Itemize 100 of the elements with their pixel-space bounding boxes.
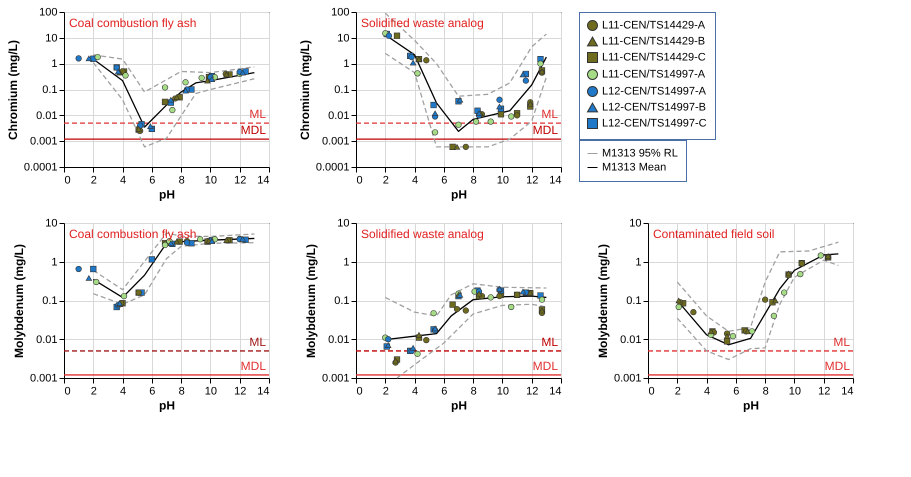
x-tick-label: 6: [733, 386, 740, 398]
legend-label: M1313 95% RL: [602, 148, 678, 160]
legend-label: L12-CEN/TS14997-B: [602, 102, 706, 114]
x-tick-label: 10: [788, 386, 802, 398]
x-tick-label: 4: [412, 386, 418, 398]
y-axis-title: Chromium (mg/L): [6, 40, 20, 140]
y-tick-label: 1: [635, 256, 642, 268]
legend-label: L11-CEN/TS14997-A: [602, 68, 706, 80]
x-tick-label: 10: [496, 386, 510, 398]
x-tick-label: 0: [648, 386, 655, 398]
x-tick-label: 14: [549, 174, 562, 186]
annotation: Solidified waste analog: [361, 227, 484, 241]
x-axis-title: pH: [451, 398, 467, 412]
x-tick-label: 0: [64, 386, 71, 398]
x-tick-label: 4: [120, 386, 126, 398]
x-tick-label: 6: [149, 174, 156, 186]
legend-label: L12-CEN/TS14997-C: [602, 118, 707, 130]
y-tick-label: 1: [343, 58, 350, 70]
y-axis-title: Molybdenum (mg/L): [12, 244, 26, 358]
x-axis-title: pH: [159, 398, 175, 412]
ref-line-label: ML: [249, 107, 266, 122]
x-tick-label: 2: [90, 174, 97, 186]
y-tick-label: 100: [331, 6, 350, 18]
x-tick-label: 12: [526, 386, 538, 398]
x-tick-label: 12: [526, 174, 538, 186]
y-tick-label: 0.1: [334, 295, 350, 307]
y-tick-label: 0.01: [620, 334, 642, 346]
x-tick-label: 8: [470, 174, 477, 186]
y-tick-label: 0.001: [322, 136, 350, 148]
x-tick-label: 8: [470, 386, 477, 398]
x-tick-label: 6: [149, 386, 156, 398]
x-tick-label: 12: [234, 174, 246, 186]
ref-line-label: MDL: [240, 358, 266, 373]
annotation: Solidified waste analog: [361, 16, 484, 30]
y-axis-title: Chromium (mg/L): [298, 40, 312, 140]
y-tick-label: 1: [51, 256, 58, 268]
x-tick-label: 12: [234, 386, 246, 398]
x-tick-label: 4: [412, 174, 418, 186]
legend-label: L11-CEN/TS14429-B: [602, 36, 706, 48]
ref-line-label: ML: [833, 334, 850, 349]
x-tick-label: 8: [762, 386, 769, 398]
y-tick-label: 0.01: [36, 110, 58, 122]
x-tick-label: 10: [496, 174, 510, 186]
y-tick-label: 0.1: [334, 84, 350, 96]
ref-line-label: MDL: [532, 358, 558, 373]
x-tick-label: 2: [382, 174, 389, 186]
x-tick-label: 2: [90, 386, 97, 398]
y-tick-label: 0.001: [30, 136, 58, 148]
x-axis-title: pH: [451, 188, 467, 202]
y-tick-label: 10: [45, 32, 58, 44]
ref-line-label: MDL: [532, 123, 558, 138]
x-tick-label: 14: [257, 174, 270, 186]
legend-label: L11-CEN/TS14429-C: [602, 52, 706, 64]
legend-label: L12-CEN/TS14997-A: [602, 86, 707, 98]
annotation: Coal combustion fly ash: [69, 227, 196, 241]
ref-line-label: MDL: [824, 358, 850, 373]
x-tick-label: 6: [441, 174, 448, 186]
x-tick-label: 14: [257, 386, 270, 398]
y-tick-label: 0.0001: [316, 162, 350, 174]
legend-label: L11-CEN/TS14429-A: [602, 20, 706, 32]
x-tick-label: 0: [64, 174, 71, 186]
y-tick-label: 0.0001: [24, 162, 58, 174]
y-tick-label: 10: [337, 32, 350, 44]
x-tick-label: 4: [120, 174, 126, 186]
x-tick-label: 8: [178, 174, 185, 186]
x-tick-label: 8: [178, 386, 185, 398]
y-axis-title: Molybdenum (mg/L): [304, 244, 318, 358]
x-tick-label: 0: [356, 174, 363, 186]
y-tick-label: 10: [45, 218, 58, 230]
x-axis-title: pH: [743, 398, 759, 412]
ref-line-label: MDL: [240, 123, 266, 138]
x-tick-label: 6: [441, 386, 448, 398]
x-tick-label: 14: [549, 386, 562, 398]
y-tick-label: 0.1: [42, 295, 58, 307]
y-axis-title: Molybdenum (mg/L): [596, 244, 610, 358]
y-tick-label: 0.1: [42, 84, 58, 96]
y-tick-label: 0.001: [322, 372, 350, 384]
x-tick-label: 4: [704, 386, 710, 398]
x-tick-label: 2: [382, 386, 389, 398]
y-tick-label: 0.01: [36, 334, 58, 346]
ref-line-label: ML: [541, 107, 558, 122]
y-tick-label: 0.01: [328, 334, 350, 346]
y-tick-label: 1: [51, 58, 58, 70]
y-tick-label: 1: [343, 256, 350, 268]
x-tick-label: 14: [841, 386, 854, 398]
legend-label: M1313 Mean: [602, 162, 666, 174]
y-tick-label: 10: [337, 218, 350, 230]
x-axis-title: pH: [159, 188, 175, 202]
y-tick-label: 0.1: [626, 295, 642, 307]
x-tick-label: 10: [204, 174, 218, 186]
y-tick-label: 0.001: [614, 372, 642, 384]
ref-line-label: ML: [249, 334, 266, 349]
y-tick-label: 0.01: [328, 110, 350, 122]
y-tick-label: 10: [629, 218, 642, 230]
y-tick-label: 0.001: [30, 372, 58, 384]
x-tick-label: 0: [356, 386, 363, 398]
ref-line-label: ML: [541, 334, 558, 349]
annotation: Coal combustion fly ash: [69, 16, 196, 30]
x-tick-label: 12: [818, 386, 830, 398]
x-tick-label: 2: [674, 386, 681, 398]
